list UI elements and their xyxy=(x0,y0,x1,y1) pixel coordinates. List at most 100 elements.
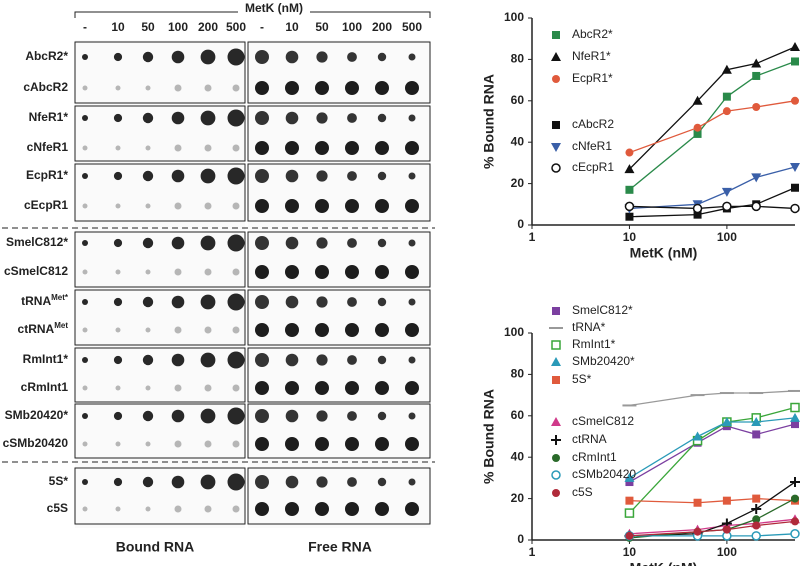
row-label: cSmelC812 xyxy=(4,264,68,278)
marker xyxy=(625,531,634,540)
row-label: NfeR1* xyxy=(29,110,69,124)
row-label: SmelC812* xyxy=(6,235,68,249)
marker xyxy=(752,494,761,503)
blot-box xyxy=(74,163,246,222)
blot-box xyxy=(74,403,246,459)
legend-label: cSmelC812 xyxy=(572,414,634,428)
blot-dot xyxy=(345,502,359,516)
blot-dot xyxy=(142,112,154,124)
blot-dot xyxy=(315,437,329,451)
blot-dot xyxy=(377,411,387,421)
marker xyxy=(751,58,762,68)
marker xyxy=(791,517,799,526)
blot-dot xyxy=(347,411,357,421)
conc-label: 50 xyxy=(141,20,155,34)
series-line xyxy=(629,417,796,479)
y-tick-label: 20 xyxy=(511,491,525,505)
blot-dot xyxy=(82,479,88,485)
x-tick-label: 10 xyxy=(623,230,637,244)
conc-label: 100 xyxy=(342,20,362,34)
marker xyxy=(722,496,731,505)
blot-dot xyxy=(171,409,185,423)
blot-dot xyxy=(315,199,329,213)
blot-dot xyxy=(232,384,240,392)
blot-dot xyxy=(285,169,299,183)
marker xyxy=(552,454,560,462)
series-line xyxy=(628,46,796,170)
marker xyxy=(624,201,635,212)
blot-dot xyxy=(255,141,269,155)
blot-dot xyxy=(174,268,182,276)
blot-dot xyxy=(82,240,88,246)
blot-dot xyxy=(377,171,387,181)
blot-dot xyxy=(345,199,359,213)
blot-box xyxy=(74,347,246,403)
marker xyxy=(625,496,634,505)
marker xyxy=(791,494,799,503)
blot-dot xyxy=(174,84,182,92)
y-tick-label: 0 xyxy=(517,217,524,231)
marker xyxy=(552,489,560,497)
blot-box xyxy=(74,41,246,104)
blot-dot xyxy=(200,168,216,184)
blot-dot xyxy=(377,355,387,365)
conc-label: - xyxy=(260,20,264,34)
legend-label: SmelC812* xyxy=(572,303,633,317)
marker xyxy=(751,201,761,212)
blot-dot xyxy=(285,236,299,250)
marker xyxy=(692,95,703,105)
blot-dot xyxy=(227,109,245,127)
blot-dot xyxy=(405,323,419,337)
marker xyxy=(791,183,799,192)
y-tick-label: 100 xyxy=(504,325,524,339)
blot-dot xyxy=(200,49,216,65)
legend-label: cEcpR1 xyxy=(572,160,614,174)
marker xyxy=(551,470,561,480)
legend-label: cSMb20420 xyxy=(572,467,636,481)
blot-dot xyxy=(200,235,216,251)
series-line xyxy=(629,518,796,535)
blot-dot xyxy=(315,381,329,395)
blot-box xyxy=(247,163,431,222)
marker xyxy=(791,96,799,105)
marker xyxy=(751,173,762,183)
blot-dot xyxy=(145,385,151,391)
blot-box xyxy=(247,347,431,403)
blot-box xyxy=(74,289,246,346)
blot-dot xyxy=(285,50,299,64)
marker xyxy=(624,472,635,482)
blot-dot xyxy=(345,265,359,279)
blot-dot xyxy=(255,81,269,95)
blot-box xyxy=(247,41,431,104)
blot-dot xyxy=(113,113,123,123)
marker xyxy=(693,129,702,138)
marker xyxy=(751,531,761,541)
blot-dot xyxy=(408,412,416,420)
blot-dot xyxy=(113,171,123,181)
series-line xyxy=(629,166,796,210)
blot-dot xyxy=(316,112,328,124)
marker xyxy=(791,420,799,429)
blot-dot xyxy=(405,199,419,213)
blot-dot xyxy=(345,437,359,451)
blot-dot xyxy=(345,81,359,95)
row-label: ctRNAMet xyxy=(18,321,69,336)
series-line xyxy=(629,423,796,483)
blot-dot xyxy=(171,353,185,367)
blot-dot xyxy=(315,265,329,279)
row-label: cEcpR1 xyxy=(24,198,68,212)
blot-dot xyxy=(200,110,216,126)
blot-dot xyxy=(227,293,245,311)
blot-dot xyxy=(200,352,216,368)
row-label-sup: Met* xyxy=(51,293,69,302)
blot-dot xyxy=(204,440,212,448)
blot-dot xyxy=(142,410,154,422)
blot-box xyxy=(247,403,431,459)
blot-dot xyxy=(204,144,212,152)
legend-label: ctRNA xyxy=(572,432,607,446)
blot-dot xyxy=(255,111,269,125)
blot-dot xyxy=(255,502,269,516)
blot-dot xyxy=(142,237,154,249)
row-label: tRNAMet* xyxy=(21,293,69,308)
blot-dot xyxy=(285,353,299,367)
